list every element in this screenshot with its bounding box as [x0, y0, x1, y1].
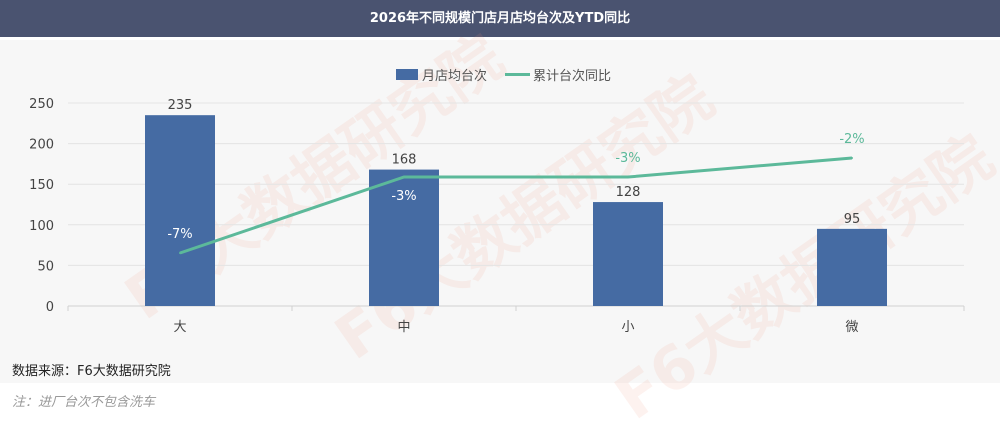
line-point — [851, 157, 853, 159]
legend-line-label: 累计台次同比 — [533, 68, 611, 84]
bar-label: 235 — [168, 98, 193, 113]
chart-header: 2026年不同规模门店月店均台次及YTD同比 — [0, 0, 1000, 37]
data-source: 数据来源：F6大数据研究院 — [12, 364, 171, 379]
bar-label: 168 — [392, 153, 417, 168]
line-label: -7% — [167, 227, 192, 242]
y-tick-label: 250 — [29, 97, 54, 112]
y-tick-label: 150 — [29, 178, 54, 193]
line-point — [403, 176, 405, 178]
chart: 0 50 100 150 200 250 235 大 168 中 128 小 95 微 -7% -3% -3% -… — [29, 68, 965, 335]
x-tick-label: 微 — [845, 320, 858, 335]
line-point — [627, 176, 629, 178]
line-label: -3% — [615, 151, 640, 166]
line-label: -2% — [839, 132, 864, 147]
x-tick-label: 中 — [397, 320, 410, 335]
bar — [145, 115, 215, 307]
legend-bar-swatch — [396, 69, 418, 80]
bar-label: 128 — [616, 185, 641, 200]
legend-bar-label: 月店均台次 — [422, 68, 487, 84]
bar — [593, 202, 663, 306]
x-tick-label: 小 — [621, 320, 634, 335]
bar — [369, 169, 439, 306]
line-point — [179, 252, 181, 254]
footnote: 注：进厂台次不包含洗车 — [12, 395, 156, 410]
y-tick-label: 200 — [29, 138, 54, 153]
bar-label: 95 — [844, 212, 861, 227]
line-label: -3% — [391, 189, 416, 204]
line-series — [179, 156, 853, 255]
bar — [817, 228, 887, 306]
y-tick-label: 50 — [37, 259, 54, 274]
x-tick-label: 大 — [173, 320, 186, 335]
y-tick-label: 0 — [46, 300, 54, 315]
y-tick-label: 100 — [29, 219, 54, 234]
